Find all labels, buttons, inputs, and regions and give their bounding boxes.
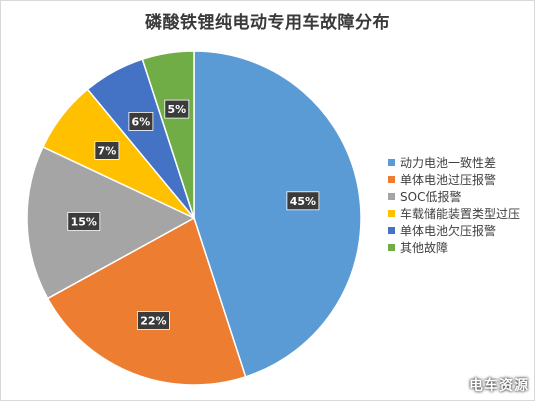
- svg-text:45%: 45%: [290, 195, 316, 208]
- pie-slice: [141, 50, 195, 219]
- legend-label: SOC低报警: [400, 190, 462, 204]
- legend-item: 其他故障: [388, 239, 520, 256]
- pie-slice: [26, 145, 196, 300]
- svg-text:5%: 5%: [167, 103, 186, 116]
- legend-label: 其他故障: [400, 241, 449, 255]
- legend-item: 动力电池一致性差: [388, 154, 520, 171]
- data-label: 45%: [286, 191, 320, 211]
- legend-item: 车载储能装置类型过压: [388, 205, 520, 222]
- data-label: 6%: [128, 112, 154, 131]
- legend-swatch: [388, 176, 395, 183]
- legend-item: 单体电池欠压报警: [388, 222, 520, 239]
- legend-label: 动力电池一致性差: [400, 156, 497, 170]
- pie-slice: [193, 50, 362, 378]
- legend-label: 单体电池过压报警: [400, 173, 497, 187]
- legend-item: SOC低报警: [388, 188, 520, 205]
- legend-swatch: [388, 244, 395, 251]
- legend-label: 单体电池欠压报警: [400, 224, 497, 238]
- svg-text:6%: 6%: [132, 115, 151, 128]
- data-label: 5%: [164, 99, 190, 119]
- legend-swatch: [388, 193, 395, 200]
- legend-item: 单体电池过压报警: [388, 171, 520, 188]
- legend-swatch: [388, 159, 395, 166]
- chart-title: 磷酸铁锂纯电动专用车故障分布: [145, 13, 390, 33]
- data-label: 22%: [136, 311, 170, 330]
- legend-swatch: [388, 227, 395, 234]
- svg-text:7%: 7%: [98, 144, 117, 157]
- legend: 动力电池一致性差 单体电池过压报警 SOC低报警车载储能装置类型过压 单体电池欠压报警…: [388, 154, 520, 256]
- data-label: 7%: [94, 140, 120, 160]
- data-label: 15%: [67, 212, 101, 231]
- svg-text:15%: 15%: [71, 216, 97, 229]
- watermark: 电车资源: [469, 378, 529, 394]
- legend-label: 车载储能装置类型过压: [400, 207, 521, 221]
- legend-swatch: [388, 210, 395, 217]
- pie-slice: [46, 216, 247, 386]
- svg-text:22%: 22%: [140, 315, 166, 328]
